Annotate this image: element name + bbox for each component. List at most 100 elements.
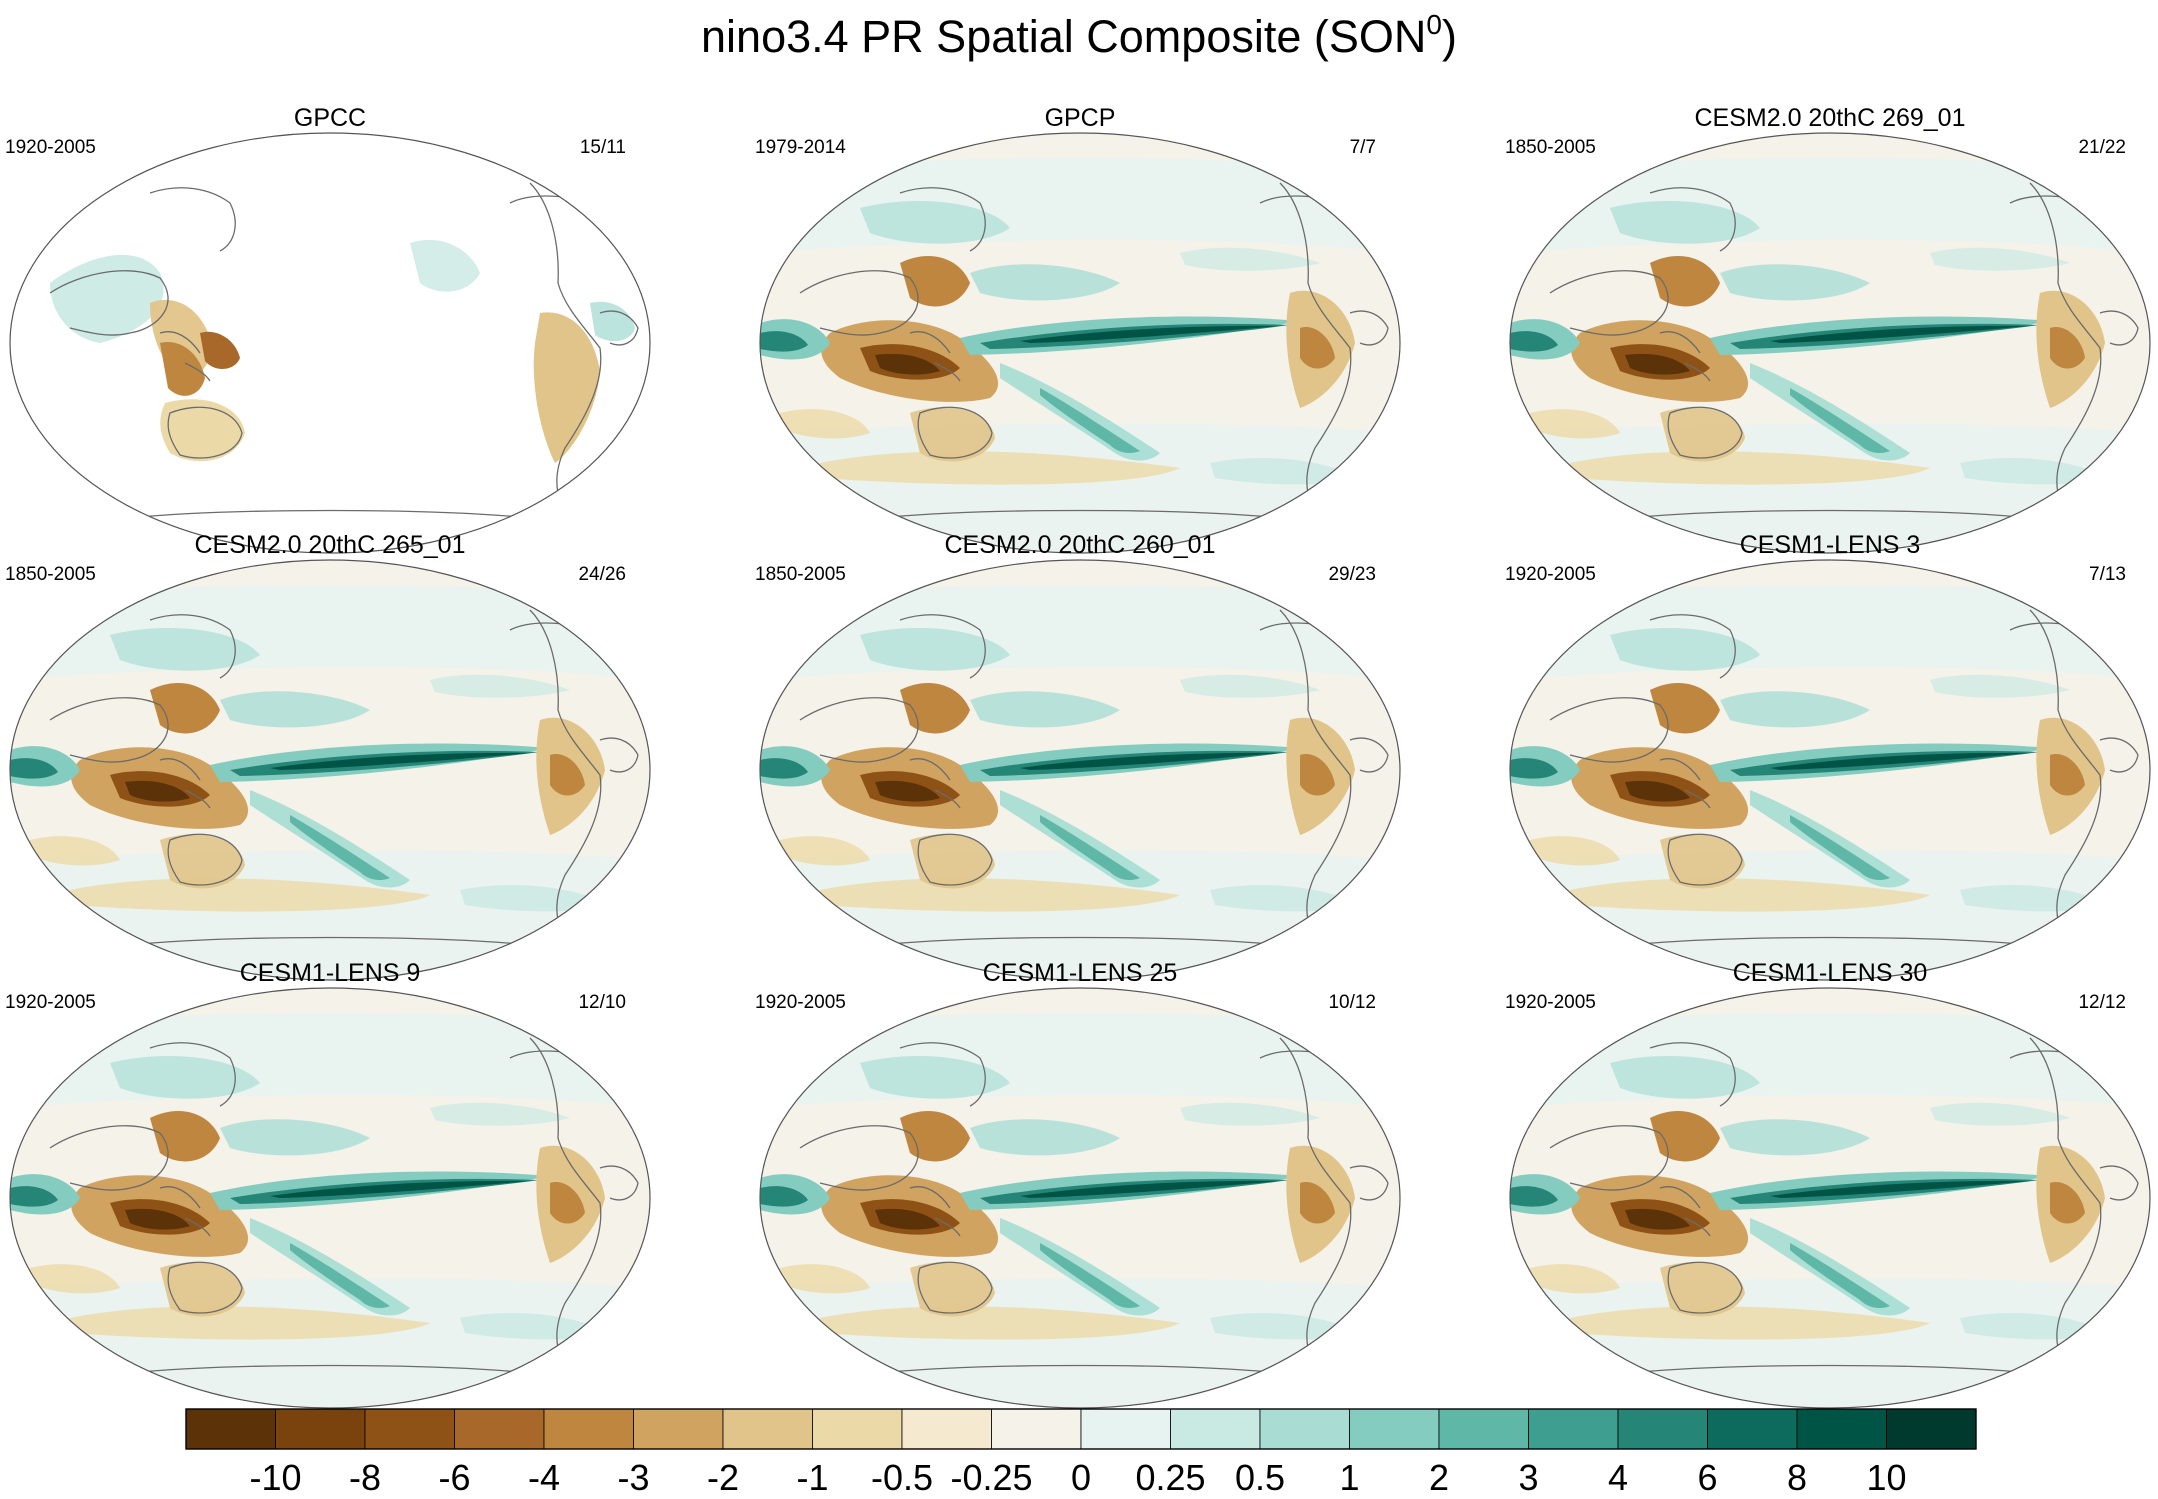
map-panel: CESM1-LENS 30 1920-2005 12/12 (1505, 959, 2151, 1409)
map-field (760, 988, 1400, 1408)
map-panel: GPCP 1979-2014 7/7 (755, 104, 1401, 554)
map-field (10, 988, 650, 1408)
panel-title: CESM1-LENS 30 (1733, 959, 1928, 987)
panel-title: CESM1-LENS 3 (1740, 531, 1921, 559)
colorbar-tick-label: -6 (438, 1457, 470, 1498)
panel-grid: GPCC 1920-2005 15/11 GPCP 1979-2014 7/7 CESM2.… (5, 104, 2151, 1409)
map-field (760, 560, 1400, 980)
map-panel: CESM2.0 20thC 269_01 1850-2005 21/22 (1505, 104, 2151, 554)
panel-years: 1920-2005 (5, 137, 96, 158)
colorbar-tick-label: -10 (249, 1457, 301, 1498)
figure-title: nino3.4 PR Spatial Composite (SON0) (701, 9, 1457, 62)
map-field (1510, 133, 2150, 553)
panel-counts: 29/23 (1328, 564, 1376, 585)
colorbar-tick-label: 0 (1071, 1457, 1091, 1498)
colorbar-tick-label: -0.25 (950, 1457, 1032, 1498)
map-outline (9, 559, 651, 981)
panel-years: 1920-2005 (755, 992, 846, 1013)
colorbar-swatch (185, 1408, 276, 1450)
map-outline (1509, 559, 2151, 981)
colorbar-swatch (454, 1408, 545, 1450)
colorbar-swatch (543, 1408, 634, 1450)
colorbar-swatch (1707, 1408, 1798, 1450)
colorbar-swatch (1796, 1408, 1887, 1450)
panel-title: CESM2.0 20thC 265_01 (194, 531, 465, 559)
figure-title-close: ) (1442, 11, 1457, 62)
panel-counts: 24/26 (578, 564, 626, 585)
map-panel: CESM2.0 20thC 265_01 1850-2005 24/26 (5, 531, 651, 981)
colorbar-tick-label: 3 (1518, 1457, 1538, 1498)
map-field (10, 560, 650, 980)
colorbar-tick-label: -3 (617, 1457, 649, 1498)
map-panel: CESM1-LENS 9 1920-2005 12/10 (5, 959, 651, 1409)
figure-title-superscript: 0 (1426, 9, 1442, 40)
colorbar-swatch (722, 1408, 813, 1450)
colorbar-tick-label: -4 (528, 1457, 560, 1498)
colorbar-swatch (1528, 1408, 1619, 1450)
panel-counts: 12/10 (578, 992, 626, 1013)
colorbar-tick-label: 4 (1608, 1457, 1628, 1498)
colorbar-tick-label: -8 (349, 1457, 381, 1498)
colorbar-tick-label: -2 (707, 1457, 739, 1498)
map-outline (1509, 132, 2151, 554)
panel-years: 1979-2014 (755, 137, 846, 158)
panel-title: GPCC (294, 104, 366, 132)
map-outline (9, 132, 651, 554)
colorbar-tick-label: 2 (1429, 1457, 1449, 1498)
colorbar-tick-label: 1 (1339, 1457, 1359, 1498)
panel-counts: 10/12 (1328, 992, 1376, 1013)
colorbar-swatch (1259, 1408, 1350, 1450)
panel-title: GPCP (1045, 104, 1116, 132)
colorbar-tick-label: 8 (1787, 1457, 1807, 1498)
panel-title: CESM2.0 20thC 260_01 (944, 531, 1215, 559)
panel-counts: 7/7 (1350, 137, 1376, 158)
panel-counts: 12/12 (2078, 992, 2126, 1013)
colorbar-swatch (633, 1408, 724, 1450)
panel-years: 1920-2005 (5, 992, 96, 1013)
colorbar-swatch (1617, 1408, 1708, 1450)
colorbar-swatch (364, 1408, 455, 1450)
map-field (10, 133, 650, 553)
map-outline (759, 987, 1401, 1409)
panel-title: CESM1-LENS 25 (983, 959, 1178, 987)
colorbar-swatch (1438, 1408, 1529, 1450)
map-panel: CESM1-LENS 25 1920-2005 10/12 (755, 959, 1401, 1409)
colorbar-swatch (812, 1408, 903, 1450)
colorbar-tick-label: 10 (1866, 1457, 1906, 1498)
colorbar-swatch (991, 1408, 1082, 1450)
colorbar-tick-label: 0.25 (1135, 1457, 1205, 1498)
panel-counts: 7/13 (2089, 564, 2126, 585)
panel-years: 1850-2005 (5, 564, 96, 585)
map-outline (9, 987, 651, 1409)
panel-years: 1920-2005 (1505, 564, 1596, 585)
map-field (1510, 988, 2150, 1408)
colorbar-tick-label: 6 (1697, 1457, 1717, 1498)
colorbar-frame (185, 1408, 1977, 1450)
map-outline (759, 132, 1401, 554)
map-panel: CESM1-LENS 3 1920-2005 7/13 (1505, 531, 2151, 981)
colorbar-swatch (275, 1408, 366, 1450)
colorbar-swatch (1170, 1408, 1261, 1450)
panel-counts: 15/11 (580, 137, 626, 158)
panel-years: 1920-2005 (1505, 992, 1596, 1013)
colorbar-tick-label: -1 (796, 1457, 828, 1498)
map-outline (759, 559, 1401, 981)
panel-years: 1850-2005 (755, 564, 846, 585)
map-field (760, 133, 1400, 553)
colorbar-swatch (1349, 1408, 1440, 1450)
map-panel: GPCC 1920-2005 15/11 (5, 104, 651, 554)
colorbar-swatch (1886, 1408, 1977, 1450)
panel-years: 1850-2005 (1505, 137, 1596, 158)
colorbar: -10 -8 -6 -4 -3 -2 -1 -0.5 -0.25 0 0.25 0.5 1 2 3 4 6 8 10 (185, 1408, 1977, 1498)
colorbar-swatch (901, 1408, 992, 1450)
colorbar-tick-label: 0.5 (1235, 1457, 1285, 1498)
panel-counts: 21/22 (2078, 137, 2126, 158)
colorbar-tick-label: -0.5 (871, 1457, 933, 1498)
map-field (1510, 560, 2150, 980)
panel-title: CESM2.0 20thC 269_01 (1694, 104, 1965, 132)
panel-title: CESM1-LENS 9 (240, 959, 421, 987)
map-outline (1509, 987, 2151, 1409)
map-panel: CESM2.0 20thC 260_01 1850-2005 29/23 (755, 531, 1401, 981)
